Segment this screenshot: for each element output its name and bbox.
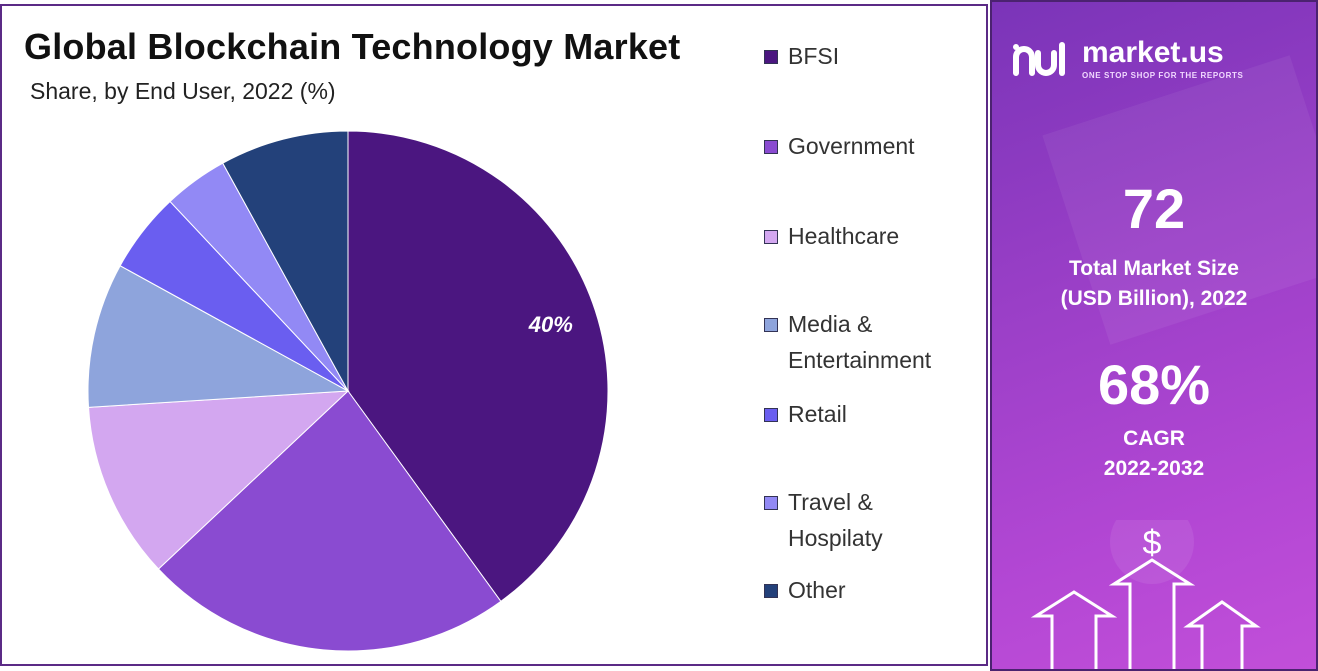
chart-panel: Global Blockchain Technology Market Shar…	[0, 4, 988, 666]
pie-slice-bfsi	[347, 130, 609, 603]
cagr-label: CAGR 2022-2032	[990, 424, 1318, 484]
pie-slice-healthcare	[87, 390, 350, 570]
chart-title: Global Blockchain Technology Market	[24, 26, 681, 67]
legend-label-line: Government	[788, 133, 915, 159]
legend-label: Other	[788, 572, 978, 608]
legend-item: Healthcare	[764, 223, 984, 254]
legend-swatch	[764, 318, 778, 332]
growth-arrows-icon: $	[1030, 520, 1261, 671]
legend-swatch	[764, 408, 778, 422]
cagr-label-line2: 2022-2032	[1103, 457, 1205, 480]
legend-item: Retail	[764, 401, 984, 432]
market-size-value: 72	[1122, 177, 1186, 240]
legend-label: Government	[788, 128, 978, 164]
legend-label-line: BFSI	[788, 43, 840, 69]
pie-chart	[87, 130, 609, 652]
legend-label-line: Hospilaty	[788, 525, 883, 551]
legend-item: Media & Entertainment	[764, 311, 984, 378]
chart-subtitle: Share, by End User, 2022 (%)	[30, 78, 336, 104]
pie-data-label: 40%	[528, 312, 573, 338]
market-us-logo-icon	[1013, 42, 1065, 76]
legend-item: Travel & Hospilaty	[764, 489, 984, 556]
market-size-label-line2: (USD Billion), 2022	[1060, 287, 1248, 310]
legend-label-line: Entertainment	[788, 347, 932, 373]
legend-label: BFSI	[788, 38, 978, 74]
dollar-sign-icon: $	[1143, 524, 1162, 562]
legend-item: BFSI	[764, 43, 984, 74]
legend-item: Government	[764, 133, 984, 164]
legend-swatch	[764, 50, 778, 64]
market-size-label: Total Market Size (USD Billion), 2022	[990, 254, 1318, 314]
legend-swatch	[764, 230, 778, 244]
brand-tagline: ONE STOP SHOP FOR THE REPORTS	[1082, 71, 1244, 80]
legend-swatch	[764, 496, 778, 510]
cagr-value: 68%	[1097, 353, 1211, 416]
legend-label-line: Retail	[788, 401, 847, 427]
legend-label-line: Media &	[788, 311, 873, 337]
legend-swatch	[764, 140, 778, 154]
market-summary-panel: market.us ONE STOP SHOP FOR THE REPORTS …	[990, 0, 1318, 671]
pie-slice-government	[157, 390, 502, 652]
legend-label: Travel & Hospilaty	[788, 484, 978, 556]
legend-item: Other	[764, 577, 984, 608]
cagr-label-line1: CAGR	[1123, 427, 1185, 450]
pie-slice-other	[222, 130, 349, 392]
legend-swatch	[764, 584, 778, 598]
legend-label-line: Travel &	[788, 489, 873, 515]
legend-label: Retail	[788, 396, 978, 432]
legend-label: Healthcare	[788, 218, 978, 254]
brand-logo: market.us ONE STOP SHOP FOR THE REPORTS	[1010, 38, 1243, 80]
legend-label: Media & Entertainment	[788, 306, 978, 378]
legend-label-line: Healthcare	[788, 223, 900, 249]
market-size-label-line1: Total Market Size	[1069, 257, 1239, 280]
legend-label-line: Other	[788, 577, 846, 603]
brand-name: market.us	[1082, 36, 1224, 69]
pie-slice-media-entertainment	[87, 265, 350, 408]
